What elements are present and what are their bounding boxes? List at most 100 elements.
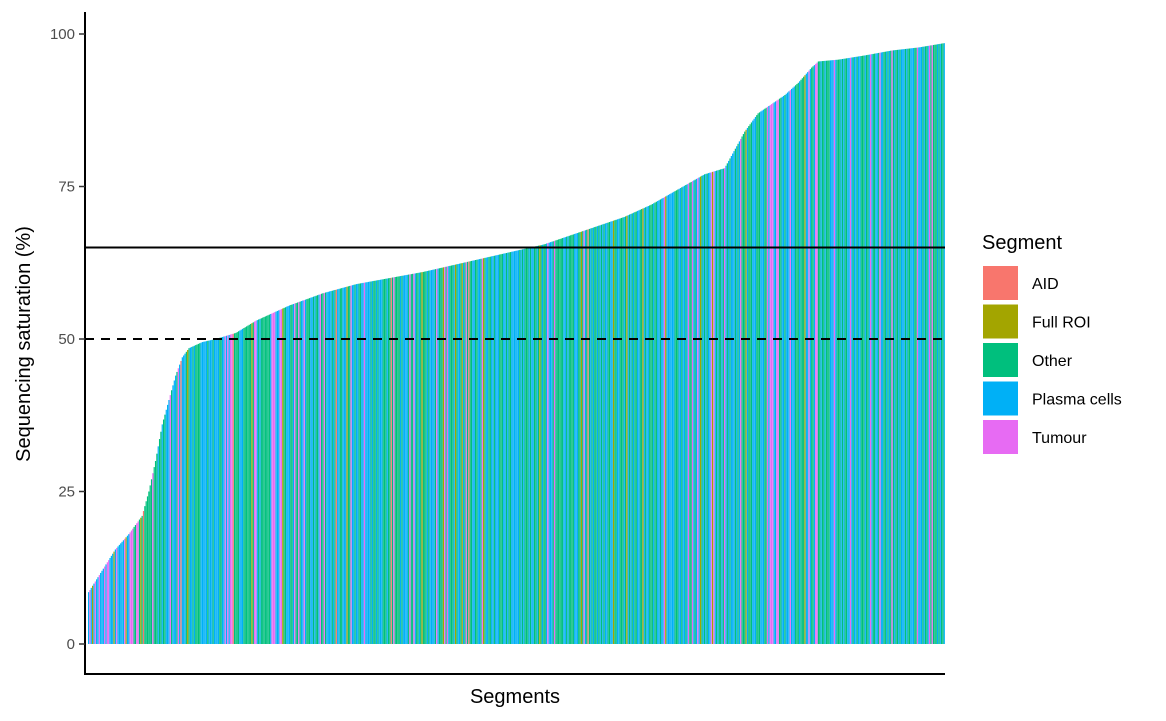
bar <box>247 325 249 644</box>
bar <box>326 292 328 644</box>
bar <box>367 281 370 644</box>
bar <box>104 566 106 644</box>
bar <box>808 70 810 645</box>
bar <box>749 124 751 644</box>
bar <box>691 181 694 644</box>
bar <box>334 289 336 644</box>
bar <box>462 262 465 644</box>
bar <box>373 280 375 644</box>
bar <box>184 353 186 644</box>
bar <box>689 182 691 644</box>
bar <box>781 96 783 644</box>
bar <box>738 141 740 645</box>
bar <box>97 577 99 644</box>
bar <box>603 223 605 645</box>
bar <box>374 280 376 644</box>
bar <box>895 50 897 644</box>
bar <box>694 179 696 644</box>
bar <box>390 277 392 644</box>
bar <box>852 57 854 644</box>
bar <box>369 281 371 644</box>
bar <box>432 269 434 644</box>
bar <box>473 260 475 644</box>
bar <box>311 297 313 644</box>
bar <box>337 289 339 644</box>
bar <box>780 97 782 644</box>
bar <box>750 122 753 644</box>
bar <box>124 538 126 644</box>
bar <box>821 61 824 644</box>
bar <box>476 259 478 644</box>
bar <box>615 219 617 644</box>
bar <box>894 50 896 645</box>
bar <box>391 277 394 644</box>
bar <box>892 50 894 644</box>
bar <box>189 347 191 644</box>
bar <box>527 248 529 645</box>
bar <box>521 249 524 644</box>
bar <box>302 300 304 644</box>
bar <box>634 212 636 644</box>
bar <box>252 322 254 644</box>
bar <box>594 227 596 644</box>
bar <box>786 92 789 644</box>
bar <box>387 278 390 644</box>
bar <box>458 263 461 644</box>
bar <box>833 59 836 645</box>
bar <box>545 243 548 644</box>
bar <box>329 291 331 644</box>
bar <box>635 211 637 644</box>
bar <box>610 221 612 644</box>
bar <box>726 163 728 644</box>
bar <box>860 55 862 645</box>
bar <box>620 217 623 645</box>
bar <box>607 222 609 645</box>
bar <box>480 258 482 644</box>
bar <box>499 254 501 644</box>
bar <box>232 333 234 644</box>
bar <box>710 172 712 644</box>
bar <box>404 275 406 644</box>
bar <box>224 336 226 644</box>
bar <box>345 287 347 644</box>
bar <box>576 233 578 644</box>
bar <box>428 270 430 644</box>
bar <box>331 290 333 644</box>
bar <box>382 279 384 644</box>
bar <box>864 55 866 645</box>
bar <box>351 285 354 644</box>
bar <box>401 275 403 644</box>
bar <box>491 256 493 644</box>
bar <box>256 320 258 644</box>
bar <box>296 302 299 644</box>
bar <box>744 131 746 645</box>
bar <box>283 307 285 644</box>
bar <box>168 400 170 644</box>
bar <box>322 293 324 644</box>
bar <box>207 340 209 644</box>
bar <box>883 51 885 645</box>
bar <box>654 202 656 644</box>
bar <box>270 313 272 644</box>
bar <box>294 303 296 644</box>
bar <box>914 47 916 644</box>
bar <box>213 339 216 644</box>
bar <box>678 188 680 645</box>
bar <box>836 59 838 645</box>
bar <box>580 231 582 644</box>
bar <box>758 112 761 644</box>
bar <box>452 265 454 644</box>
bar <box>347 286 349 644</box>
bar <box>394 277 396 644</box>
bar <box>136 523 138 644</box>
bar <box>841 58 844 645</box>
bar <box>204 341 206 644</box>
bar <box>535 246 537 644</box>
bar <box>770 104 773 644</box>
bar <box>649 205 651 644</box>
y-axis-ticks: 0 25 50 75 100 <box>50 26 85 653</box>
bar <box>907 48 909 644</box>
y-tick-label: 50 <box>58 331 75 348</box>
bar <box>529 247 532 644</box>
bar <box>183 355 185 644</box>
